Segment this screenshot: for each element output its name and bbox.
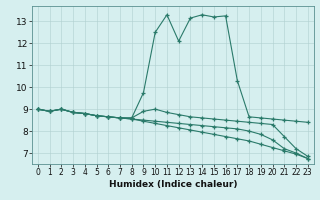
X-axis label: Humidex (Indice chaleur): Humidex (Indice chaleur) bbox=[108, 180, 237, 189]
